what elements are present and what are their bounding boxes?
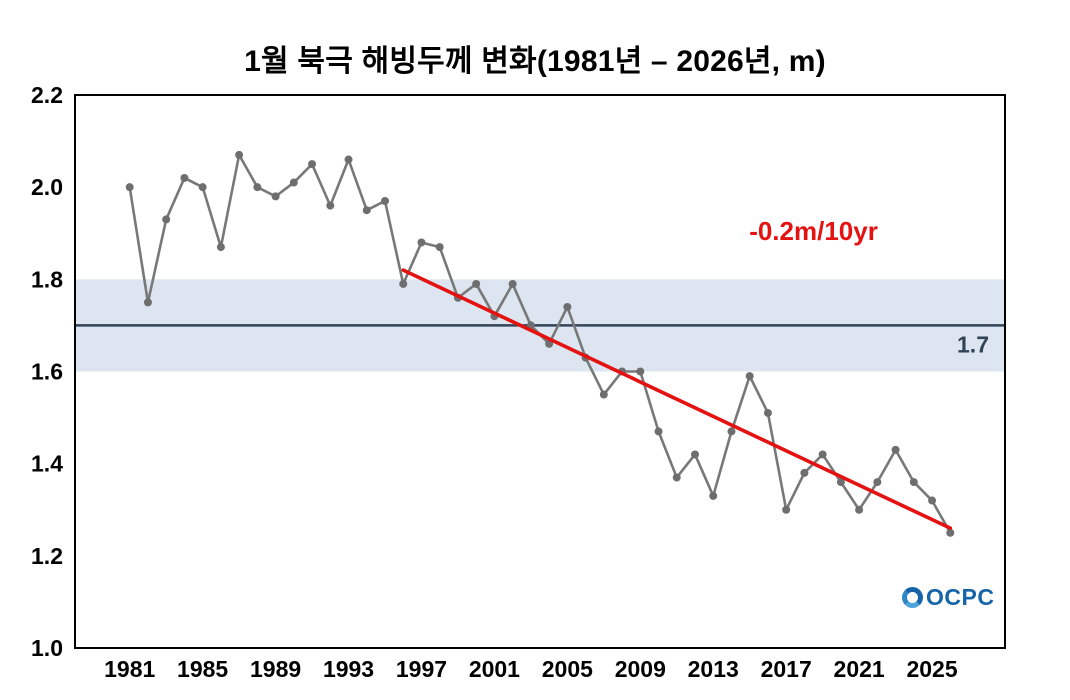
data-point [727, 427, 736, 436]
x-tick-label: 2013 [688, 656, 739, 682]
y-tick-label: 2.2 [31, 82, 63, 108]
y-tick-label: 1.4 [31, 451, 63, 477]
data-point [891, 445, 900, 454]
data-point [873, 478, 882, 487]
x-tick-label: 1993 [323, 656, 374, 682]
data-point [563, 302, 572, 311]
data-point [800, 468, 809, 477]
data-point [308, 160, 317, 169]
y-tick-label: 2.0 [31, 174, 63, 200]
data-point [399, 279, 408, 288]
trend-label: -0.2m/10yr [749, 216, 878, 246]
data-point [599, 390, 608, 399]
data-point [198, 183, 207, 192]
data-point [654, 427, 663, 436]
x-tick-label: 2005 [542, 656, 593, 682]
plot-border [74, 94, 1006, 649]
data-point [326, 201, 335, 210]
data-point [763, 408, 772, 417]
data-point [508, 279, 517, 288]
data-point [946, 528, 955, 537]
data-point [709, 491, 718, 500]
data-point [253, 183, 262, 192]
data-point [381, 196, 389, 205]
data-point [435, 243, 444, 252]
data-point [745, 372, 754, 381]
data-point [672, 473, 681, 482]
data-point [818, 450, 827, 459]
ocpc-logo-text: OCPC [926, 584, 995, 610]
x-tick-label: 2001 [469, 656, 520, 682]
data-point [691, 450, 699, 459]
y-tick-label: 1.6 [31, 359, 63, 385]
reference-value-label: 1.7 [957, 331, 989, 357]
data-point [162, 215, 171, 224]
y-tick-label: 1.2 [31, 543, 63, 569]
x-tick-label: 1997 [396, 656, 447, 682]
data-point [180, 173, 189, 182]
chart-title: 1월 북극 해빙두께 변화(1981년 – 2026년, m) [244, 45, 826, 78]
data-point [143, 298, 152, 307]
y-tick-label: 1.0 [31, 635, 63, 661]
data-point [782, 505, 791, 514]
ocpc-logo: OCPC [902, 584, 994, 611]
data-point [472, 279, 481, 288]
data-point [125, 183, 134, 192]
data-point [344, 155, 353, 164]
x-tick-label: 1989 [250, 656, 301, 682]
data-point [235, 150, 244, 159]
trend-line [401, 268, 953, 530]
globe-icon [902, 587, 923, 608]
data-point [636, 367, 645, 376]
data-point [289, 178, 298, 187]
x-tick-label: 2017 [761, 656, 812, 682]
data-point [909, 478, 918, 487]
x-tick-label: 1985 [177, 656, 228, 682]
data-point [271, 192, 280, 201]
data-point [855, 505, 864, 514]
x-tick-label: 2021 [834, 656, 885, 682]
data-point [836, 478, 845, 487]
x-tick-label: 2025 [906, 656, 957, 682]
y-tick-label: 1.8 [31, 266, 63, 292]
x-tick-label: 1981 [104, 656, 155, 682]
data-point [216, 243, 225, 252]
data-point [417, 238, 426, 247]
data-point [362, 206, 371, 215]
data-point [928, 496, 937, 505]
x-tick-label: 2009 [615, 656, 666, 682]
